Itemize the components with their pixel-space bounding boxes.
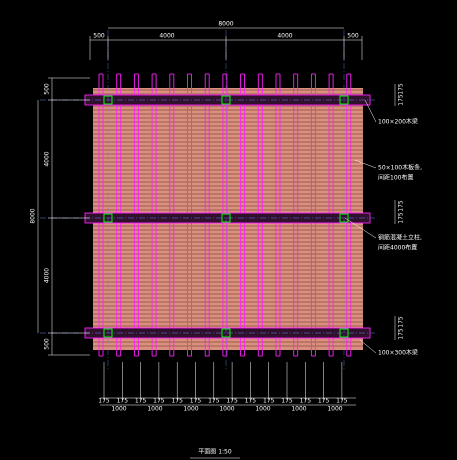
- dim-text: 1000: [183, 406, 198, 413]
- dim-text: 8000: [30, 208, 37, 223]
- annotation: 间距100布置: [378, 174, 413, 182]
- dim-text: 175: [263, 398, 275, 405]
- dim-text: 8000: [218, 21, 233, 28]
- dim-text: 175: [226, 398, 238, 405]
- dim-text: 175: [336, 398, 348, 405]
- dim-text: 175: [398, 316, 405, 328]
- dim-text: 175: [98, 398, 110, 405]
- dim-text: 1000: [147, 406, 162, 413]
- annotation: 间距4000布置: [378, 244, 417, 252]
- annotation: 钢筋混凝土立柱,: [378, 234, 422, 242]
- dim-text: 4000: [159, 33, 174, 40]
- dim-text: 1000: [111, 406, 126, 413]
- dim-text: 175: [398, 200, 405, 212]
- leader: [364, 99, 377, 123]
- dim-text: 1000: [219, 406, 234, 413]
- leader: [344, 217, 377, 239]
- dim-text: 175: [398, 212, 405, 224]
- annotation: 100×200木梁: [378, 118, 418, 126]
- dim-text: 500: [93, 33, 105, 40]
- leader: [354, 159, 377, 169]
- dim-text: 1000: [255, 406, 270, 413]
- dim-text: 1000: [291, 406, 306, 413]
- annotation: 100×300木梁: [378, 349, 418, 357]
- dim-text: 1000: [327, 406, 342, 413]
- dim-text: 4000: [277, 33, 292, 40]
- dim-text: 175: [117, 398, 129, 405]
- dim-text: 500: [44, 83, 51, 95]
- dim-text: 500: [44, 338, 51, 350]
- dim-text: 175: [300, 398, 312, 405]
- leader: [359, 339, 377, 354]
- dim-text: 175: [398, 94, 405, 106]
- dim-text: 175: [135, 398, 147, 405]
- dim-text: 175: [171, 398, 183, 405]
- dim-text: 175: [318, 398, 330, 405]
- dim-text: 175: [281, 398, 293, 405]
- dim-text: 175: [190, 398, 202, 405]
- dim-text: 4000: [44, 268, 51, 283]
- title: 平面图 1:50: [198, 449, 232, 456]
- annotation: 50×100木板条,: [378, 164, 422, 172]
- dim-text: 500: [347, 33, 359, 40]
- dim-text: 175: [208, 398, 220, 405]
- dim-text: 175: [398, 83, 405, 95]
- dim-text: 175: [153, 398, 165, 405]
- dim-text: 4000: [44, 151, 51, 166]
- dim-text: 175: [398, 328, 405, 340]
- dim-text: 175: [245, 398, 257, 405]
